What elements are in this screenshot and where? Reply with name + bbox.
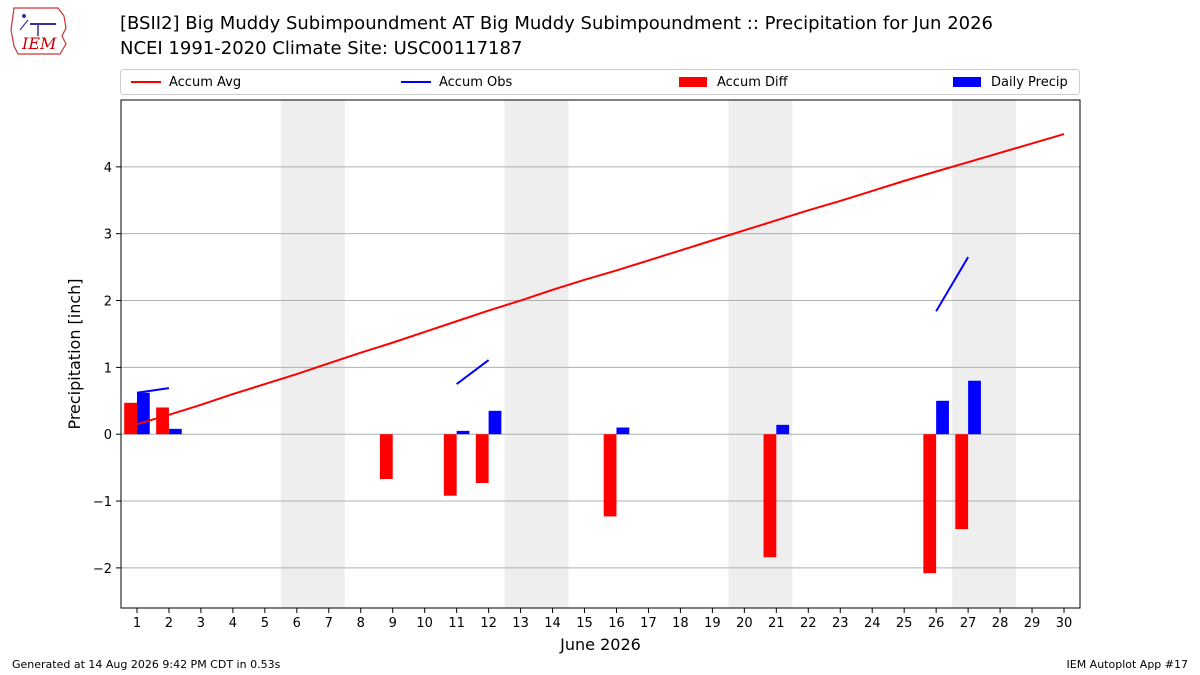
y-tick-label: 3 [104, 228, 112, 243]
legend-swatch-accum-obs [401, 81, 431, 83]
plot-frame [120, 99, 1081, 609]
x-tick-label: 26 [928, 616, 945, 631]
chart-legend: Accum Avg Accum Obs Accum Diff Daily Pre… [120, 69, 1080, 95]
x-tick-label: 1 [133, 616, 141, 631]
x-tick-label: 15 [576, 616, 593, 631]
x-tick-label: 5 [261, 616, 269, 631]
accum-diff-bar [124, 402, 137, 435]
x-axis-label: June 2026 [559, 635, 641, 654]
accum-diff-bar [955, 434, 969, 530]
daily-precip-bar [136, 392, 150, 435]
weekend-shade [728, 100, 793, 608]
x-tick-label: 7 [325, 616, 333, 631]
daily-precip-bar [936, 400, 949, 435]
accum-obs-line [136, 387, 170, 394]
x-tick-label: 10 [416, 616, 433, 631]
x-tick-label: 29 [1024, 616, 1041, 631]
accum-obs-line [456, 359, 490, 385]
legend-swatch-accum-diff [679, 77, 707, 87]
x-tick-label: 8 [357, 616, 365, 631]
x-tick-label: 21 [768, 616, 785, 631]
x-tick-label: 20 [736, 616, 753, 631]
legend-swatch-daily-precip [953, 77, 981, 87]
accum-diff-bar [475, 434, 489, 484]
y-tick-label: 2 [104, 295, 112, 310]
accum-obs-line [935, 256, 969, 312]
accum-diff-bar [763, 434, 777, 558]
footer-app-text: IEM Autoplot App #17 [1066, 658, 1189, 671]
x-tick-label: 3 [197, 616, 205, 631]
x-tick-label: 2 [165, 616, 173, 631]
x-tick-label: 9 [389, 616, 397, 631]
x-tick-label: 6 [293, 616, 301, 631]
legend-item-daily-precip: Daily Precip [953, 70, 1068, 94]
x-tick-label: 19 [704, 616, 721, 631]
logo-text: IEM [21, 34, 57, 53]
daily-precip-bar [968, 380, 981, 435]
x-tick-label: 11 [448, 616, 465, 631]
x-tick-label: 30 [1056, 616, 1073, 631]
x-tick-label: 4 [229, 616, 237, 631]
x-tick-label: 25 [896, 616, 913, 631]
accum-diff-bar [603, 434, 617, 517]
x-tick-label: 24 [864, 616, 881, 631]
chart-subtitle: NCEI 1991-2020 Climate Site: USC00117187 [120, 38, 523, 59]
y-tick-label: 1 [104, 361, 112, 376]
accum-diff-bar [156, 407, 169, 435]
legend-label-accum-avg: Accum Avg [169, 74, 242, 90]
x-tick-label: 13 [512, 616, 529, 631]
chart-title: [BSII2] Big Muddy Subimpoundment AT Big … [120, 13, 993, 34]
legend-item-accum-obs: Accum Obs [401, 70, 512, 94]
y-tick-label: 0 [104, 428, 112, 443]
accum-diff-bar [379, 434, 393, 479]
weekend-shade [952, 100, 1017, 608]
accum-diff-bar [923, 434, 937, 574]
x-tick-label: 16 [608, 616, 625, 631]
weekend-shade [280, 100, 345, 608]
daily-precip-bar [616, 427, 630, 435]
weekend-shade [504, 100, 569, 608]
legend-label-accum-diff: Accum Diff [717, 74, 788, 90]
legend-item-accum-avg: Accum Avg [131, 70, 241, 94]
legend-item-accum-diff: Accum Diff [679, 70, 788, 94]
x-tick-label: 18 [672, 616, 689, 631]
x-tick-label: 27 [960, 616, 977, 631]
legend-label-daily-precip: Daily Precip [991, 74, 1068, 90]
y-tick-label: −2 [93, 562, 112, 577]
daily-precip-bar [488, 410, 502, 435]
y-tick-label: −1 [93, 495, 112, 510]
x-tick-label: 28 [992, 616, 1009, 631]
daily-precip-bar [168, 428, 182, 435]
x-tick-label: 22 [800, 616, 817, 631]
y-axis-label: Precipitation [inch] [65, 278, 84, 429]
x-tick-label: 12 [480, 616, 497, 631]
daily-precip-bar [776, 424, 790, 435]
x-tick-label: 14 [544, 616, 561, 631]
x-tick-label: 17 [640, 616, 657, 631]
legend-label-accum-obs: Accum Obs [439, 74, 513, 90]
footer-generated-text: Generated at 14 Aug 2026 9:42 PM CDT in … [12, 658, 281, 671]
daily-precip-bar [456, 430, 470, 435]
x-tick-label: 23 [832, 616, 849, 631]
iem-logo: IEM [10, 7, 67, 55]
accum-diff-bar [443, 434, 457, 496]
legend-swatch-accum-avg [131, 81, 161, 83]
y-tick-label: 4 [104, 161, 112, 176]
accum-avg-line [136, 133, 1065, 426]
